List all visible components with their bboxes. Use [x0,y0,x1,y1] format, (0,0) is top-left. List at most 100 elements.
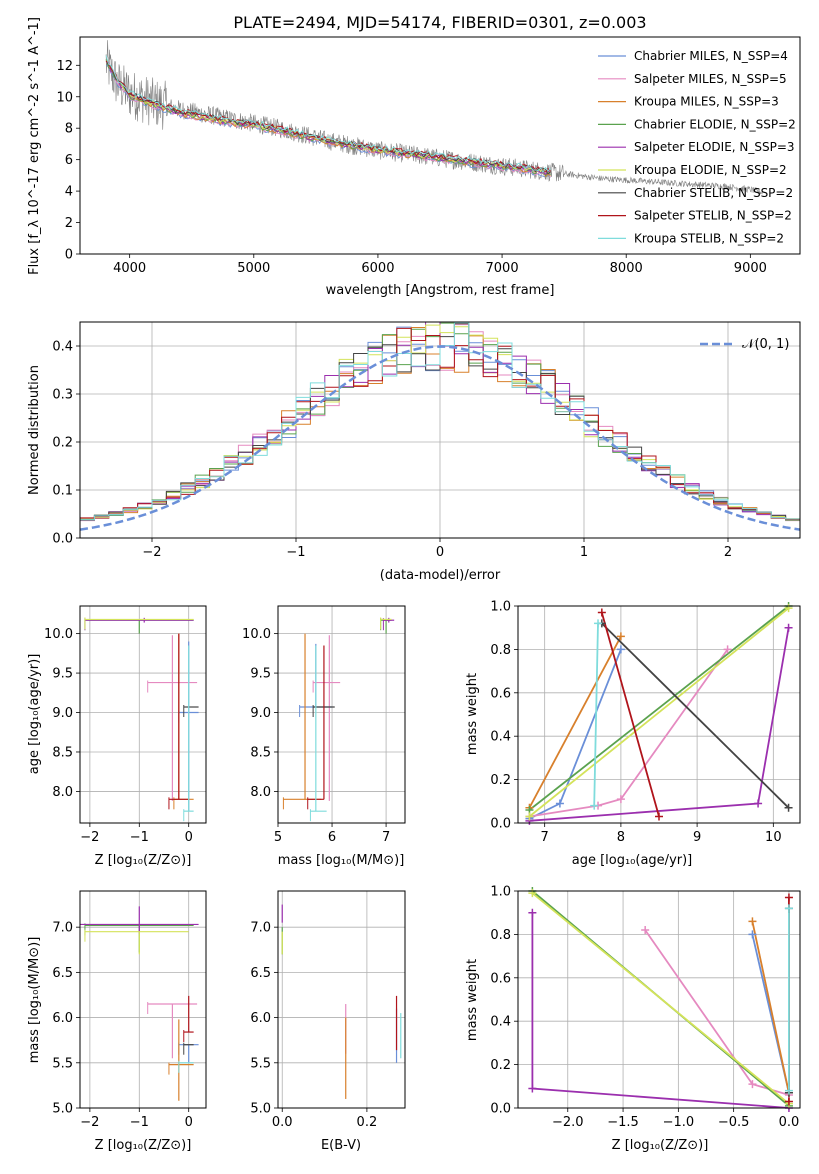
weight-series-2 [528,635,622,809]
legend: Chabrier MILES, N_SSP=4 Salpeter MILES, N… [598,49,796,245]
legend-label-5: Kroupa ELODIE, N_SSP=2 [634,163,787,177]
y-tick-label: 6.5 [250,966,271,981]
x-tick-label: −1 [130,830,149,845]
x-tick-label: 0.0 [272,1115,293,1130]
y-tick-label: 7.0 [52,921,73,936]
x-axis-label: (data-model)/error [380,568,501,583]
y-axis-label: mass weight [465,673,480,755]
plot-area [281,904,402,1099]
weight-marker [784,1097,793,1106]
legend-label-7: Salpeter STELIB, N_SSP=2 [634,209,792,223]
x-tick-label: 7 [541,830,549,845]
weight-marker [641,926,650,935]
panel-spectrum: 4000 5000 6000 7000 8000 9000 0 2 4 6 8 10 12 [56,36,801,276]
x-tick-label: −2 [142,545,161,560]
y-tick-label: 0.4 [490,1015,511,1030]
figure-title: PLATE=2494, MJD=54174, FIBERID=0301, z=0… [233,13,646,32]
weight-series-4 [529,627,790,822]
weight-marker [616,632,625,641]
y-tick-label: 8.0 [250,785,271,800]
weight-marker [784,803,793,812]
weight-marker [784,1086,793,1095]
weight-series-2 [751,921,790,1093]
y-axis-label: Normed distribution [27,365,42,495]
x-axis-label: mass [log₁₀(M/M⊙)] [278,853,405,868]
y-tick-label: 9.0 [52,706,73,721]
errorbar-point-1 [147,1002,198,1059]
legend-label-1: Salpeter MILES, N_SSP=5 [634,72,787,86]
weight-marker [655,812,663,821]
panel-mass-vs-metallicity: −2 −1 0 5.0 5.5 6.0 6.5 7.0 [52,890,207,1130]
errorbar-point-6 [183,1042,194,1055]
weight-marker [616,645,625,654]
x-tick-label: −2 [80,1115,99,1130]
x-tick-label: 4000 [113,261,146,276]
errorbar-point-7 [183,995,194,1043]
y-tick-label: 0.0 [52,532,73,547]
plot-area [80,322,800,531]
weight-series-0 [528,649,622,820]
axes-frame [277,605,406,824]
weight-marker [784,904,793,913]
errorbar-point-5 [84,617,194,630]
weight-series-8 [593,623,599,806]
y-tick-label: 7.0 [250,921,271,936]
x-axis-label: Z [log₁₀(Z/Z⊙)] [95,853,192,868]
x-axis-label: age [log₁₀(age/yr)] [572,853,693,868]
x-axis-label: Z [log₁₀(Z/Z⊙)] [612,1138,709,1153]
y-tick-label: 4 [65,185,73,200]
normal-curve [80,345,800,531]
y-tick-label: 9.5 [52,667,73,682]
plot-area [84,617,199,822]
y-tick-label: 2 [65,216,73,231]
x-tick-label: −1 [286,545,305,560]
x-tick-label: 0.0 [779,1115,800,1130]
axes-frame [79,605,207,824]
legend-label-3: Chabrier ELODIE, N_SSP=2 [634,117,796,131]
plot-area [531,891,790,1108]
x-tick-label: −1.0 [663,1115,695,1130]
model-spectrum-7 [105,60,551,173]
histogram-4 [80,322,800,520]
y-tick-label: 0.4 [490,730,511,745]
y-tick-label: 0.2 [52,436,73,451]
weight-series-6 [601,622,790,809]
weight-series-4 [531,912,789,1108]
x-tick-label: 7 [382,830,390,845]
panel-age-vs-mass: 5 6 7 8.0 8.5 9.0 9.5 10.0 [242,605,406,845]
weight-marker [590,801,599,810]
weight-marker [748,1080,757,1089]
y-tick-label: 6.0 [52,1011,73,1026]
axes-frame [79,36,801,255]
axes-frame [277,890,406,1109]
panel-mass-vs-ebv: 0.0 0.2 5.0 5.5 6.0 6.5 7.0 [250,890,406,1130]
y-tick-label: 8 [65,122,73,137]
errorbar-point-5 [380,617,392,630]
y-tick-label: 0.6 [490,971,511,986]
x-tick-label: 5 [274,830,282,845]
weight-marker [616,795,625,804]
errorbar-point-1 [147,635,198,801]
y-tick-label: 1.0 [490,885,511,900]
x-tick-label: 7000 [486,261,519,276]
x-tick-label: 0 [185,1115,193,1130]
x-tick-label: −0.5 [718,1115,750,1130]
plot-area [282,617,395,822]
errorbar-point-2 [173,633,194,810]
y-tick-label: 0.3 [52,388,73,403]
y-tick-label: 0.6 [490,686,511,701]
model-spectrum-5 [105,60,551,174]
weight-marker [594,619,603,628]
weight-marker [784,623,793,632]
x-tick-label: −2.0 [552,1115,584,1130]
y-tick-label: 0.2 [490,773,511,788]
legend-label-2: Kroupa MILES, N_SSP=3 [634,95,779,109]
y-axis-label: mass weight [465,959,480,1041]
y-tick-label: 0.2 [490,1058,511,1073]
y-tick-label: 0.0 [490,817,511,832]
panel-age-vs-metallicity: −2 −1 0 8.0 8.5 9.0 9.5 10.0 [44,605,207,845]
errorbar-point-1 [312,635,341,801]
y-axis-label: mass [log₁₀(M/M⊙)] [27,937,42,1064]
y-axis-label: Flux [f_λ 10^-17 erg cm^-2 s^-1 A^-1] [27,17,42,275]
